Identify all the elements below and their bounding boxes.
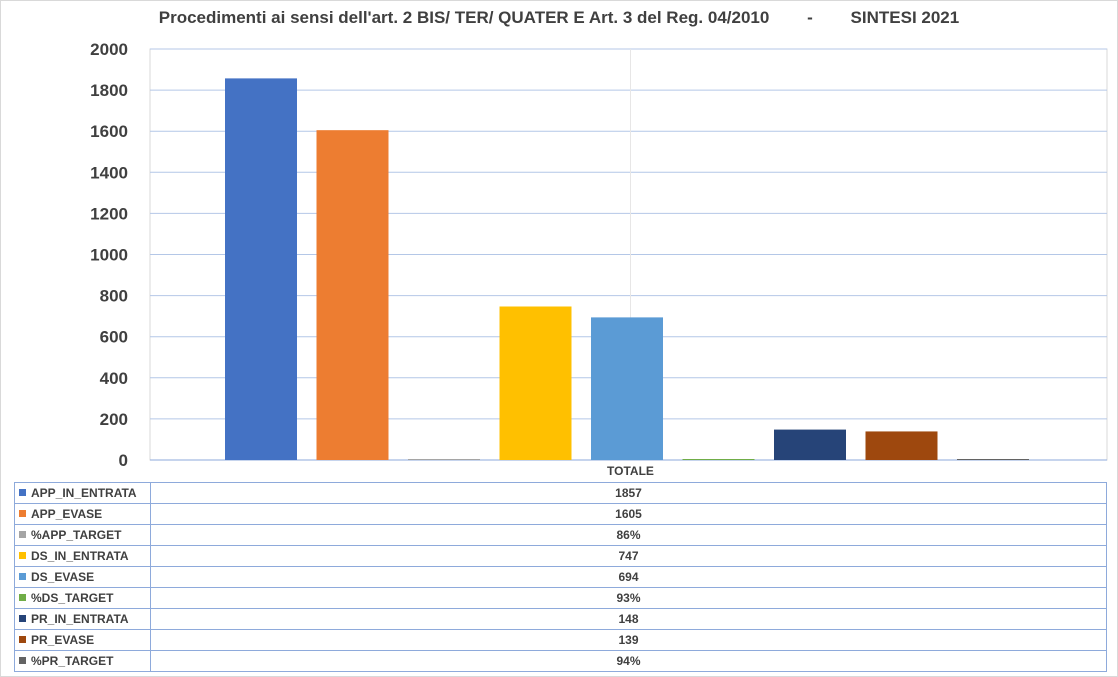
- bar-app-evase: [316, 130, 389, 461]
- legend-swatch: [19, 552, 26, 559]
- y-tick-label: 1600: [90, 122, 128, 141]
- table-row: APP_IN_ENTRATA 1857: [14, 482, 1107, 504]
- y-tick-label: 0: [119, 451, 128, 470]
- series-name: APP_EVASE: [31, 507, 103, 521]
- table-row: APP_EVASE 1605: [14, 503, 1107, 525]
- table-row: %APP_TARGET 86%: [14, 524, 1107, 546]
- table-row: DS_IN_ENTRATA 747: [14, 545, 1107, 567]
- data-value: 139: [150, 629, 1107, 651]
- bar-chart: 0 200 400 600 800 1000 1200 1400 1600 1800 2000 TOT…: [90, 40, 1108, 478]
- y-tick-label: 1800: [90, 81, 128, 100]
- legend-swatch: [19, 657, 26, 664]
- data-value: 1605: [150, 503, 1107, 525]
- legend-swatch: [19, 636, 26, 643]
- series-name: PR_EVASE: [31, 633, 95, 647]
- data-value: 747: [150, 545, 1107, 567]
- bar-ds-evase: [591, 317, 663, 460]
- y-tick-label: 2000: [90, 40, 128, 59]
- table-row: PR_IN_ENTRATA 148: [14, 608, 1107, 630]
- y-tick-label: 400: [100, 369, 128, 388]
- y-tick-label: 200: [100, 410, 128, 429]
- data-table: APP_IN_ENTRATA 1857 APP_EVASE 1605 %APP_TARG…: [14, 482, 1107, 672]
- series-name: PR_IN_ENTRATA: [31, 612, 129, 626]
- series-name: DS_EVASE: [31, 570, 95, 584]
- data-value: 93%: [150, 587, 1107, 609]
- legend-swatch: [19, 531, 26, 538]
- legend-key: APP_IN_ENTRATA: [14, 482, 151, 504]
- bar--ds-target: [682, 459, 755, 460]
- bar-pr-evase: [865, 431, 938, 460]
- legend-key: %APP_TARGET: [14, 524, 151, 546]
- bar--app-target: [408, 459, 480, 460]
- data-value: 86%: [150, 524, 1107, 546]
- legend-swatch: [19, 489, 26, 496]
- legend-swatch: [19, 573, 26, 580]
- data-value: 694: [150, 566, 1107, 588]
- table-row: PR_EVASE 139: [14, 629, 1107, 651]
- data-value: 94%: [150, 650, 1107, 672]
- y-tick-label: 800: [100, 287, 128, 306]
- series-name: %APP_TARGET: [31, 528, 122, 542]
- legend-key: APP_EVASE: [14, 503, 151, 525]
- legend-key: DS_IN_ENTRATA: [14, 545, 151, 567]
- data-value: 1857: [150, 482, 1107, 504]
- legend-key: PR_IN_ENTRATA: [14, 608, 151, 630]
- series-name: %PR_TARGET: [31, 654, 114, 668]
- y-tick-label: 1400: [90, 163, 128, 182]
- y-tick-label: 1200: [90, 204, 128, 223]
- y-tick-label: 600: [100, 328, 128, 347]
- legend-key: PR_EVASE: [14, 629, 151, 651]
- legend-swatch: [19, 510, 26, 517]
- table-row: %PR_TARGET 94%: [14, 650, 1107, 672]
- series-name: APP_IN_ENTRATA: [31, 486, 137, 500]
- legend-key: %PR_TARGET: [14, 650, 151, 672]
- chart-title: Procedimenti ai sensi dell'art. 2 BIS/ T…: [158, 8, 960, 27]
- legend-key: DS_EVASE: [14, 566, 151, 588]
- y-tick-label: 1000: [90, 246, 128, 265]
- x-category-label: TOTALE: [607, 464, 654, 478]
- legend-swatch: [19, 615, 26, 622]
- bar--pr-target: [957, 459, 1029, 460]
- series-name: DS_IN_ENTRATA: [31, 549, 129, 563]
- legend-key: %DS_TARGET: [14, 587, 151, 609]
- table-row: DS_EVASE 694: [14, 566, 1107, 588]
- table-row: %DS_TARGET 93%: [14, 587, 1107, 609]
- data-value: 148: [150, 608, 1107, 630]
- series-name: %DS_TARGET: [31, 591, 114, 605]
- bar-app-in-entrata: [225, 78, 297, 460]
- bar-ds-in-entrata: [499, 306, 572, 460]
- bar-pr-in-entrata: [774, 429, 846, 460]
- legend-swatch: [19, 594, 26, 601]
